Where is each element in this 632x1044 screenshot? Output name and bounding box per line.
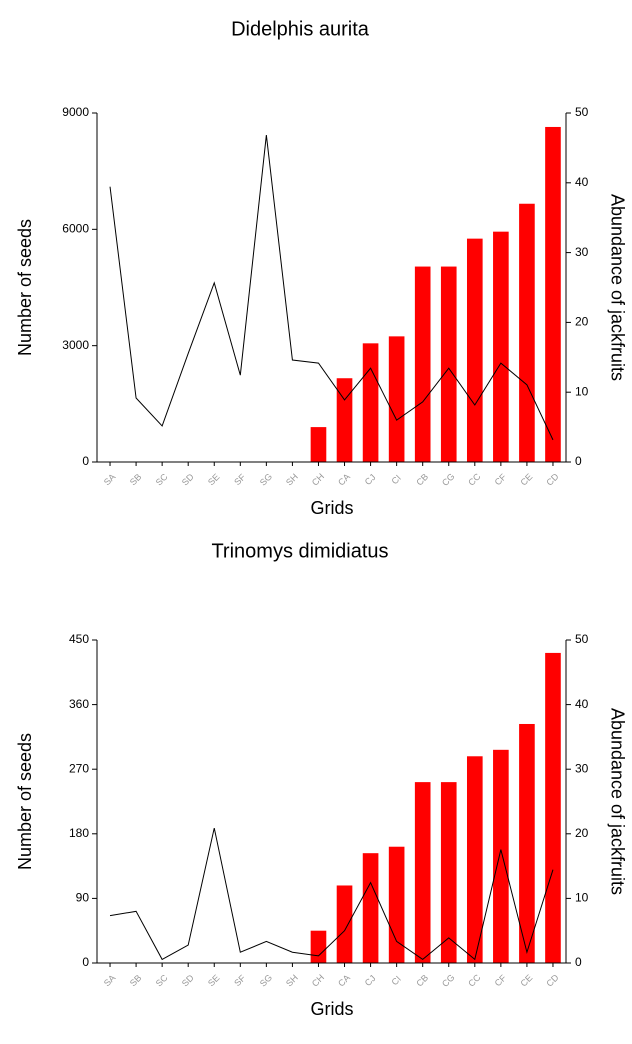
bar	[362, 853, 379, 963]
bar	[466, 238, 483, 462]
x-tick-label: SC	[154, 471, 170, 487]
x-axis-label: Grids	[310, 498, 353, 518]
x-tick-label: SB	[128, 472, 144, 488]
x-tick-label: SA	[102, 973, 118, 989]
y-tick-label: 0	[82, 454, 89, 468]
bar	[414, 266, 431, 462]
bar	[493, 231, 509, 462]
y-tick-label: 180	[69, 826, 89, 840]
y2-tick-label: 30	[575, 761, 589, 775]
bar	[466, 756, 483, 963]
x-tick-label: CJ	[363, 472, 378, 487]
axes	[96, 640, 567, 964]
bar	[440, 266, 457, 462]
y-axis-label: Number of seeds	[15, 733, 35, 870]
bar	[440, 782, 457, 963]
x-tick-label: SH	[284, 973, 300, 989]
chart-title: Didelphis aurita	[231, 18, 370, 40]
x-tick-label: SD	[180, 471, 196, 487]
y-tick-label: 360	[69, 697, 89, 711]
y2-tick-label: 40	[575, 697, 589, 711]
x-tick-label: CE	[519, 973, 535, 989]
axes	[96, 113, 567, 463]
chart-title: Trinomys dimidiatus	[211, 540, 388, 562]
y2-tick-label: 20	[575, 315, 589, 329]
line	[109, 135, 554, 441]
bar	[336, 378, 353, 462]
y2-tick-label: 40	[575, 175, 589, 189]
bar	[362, 343, 379, 462]
y-tick-label: 9000	[62, 105, 89, 119]
x-tick-label: SD	[180, 972, 196, 988]
x-tick-label: SG	[258, 471, 274, 487]
x-tick-label: SG	[258, 972, 274, 988]
bar	[519, 203, 535, 463]
x-tick-label: CF	[493, 471, 509, 487]
x-tick-label: CH	[310, 972, 326, 988]
x-tick-label: CE	[519, 472, 535, 488]
bar	[545, 126, 561, 463]
x-tick-label: CI	[389, 974, 402, 987]
x-tick-label: CJ	[363, 973, 378, 988]
y-tick-label: 90	[76, 891, 90, 905]
y2-tick-label: 50	[575, 632, 589, 646]
y-axis-label: Number of seeds	[15, 219, 35, 356]
bar	[310, 427, 327, 462]
x-tick-label: CH	[310, 471, 326, 487]
y2-axis-label: Abundance of jackfruits	[607, 708, 627, 895]
bar	[493, 749, 509, 963]
x-tick-label: CA	[336, 973, 352, 989]
x-tick-label: CG	[440, 972, 457, 989]
y2-axis-label: Abundance of jackfruits	[607, 194, 627, 381]
x-tick-label: CD	[544, 972, 561, 989]
x-tick-label: CG	[440, 471, 457, 488]
x-tick-label: CB	[414, 472, 430, 488]
y2-tick-label: 50	[575, 105, 589, 119]
x-tick-label: SF	[232, 472, 248, 488]
x-tick-label: SE	[206, 973, 222, 989]
bar	[545, 652, 561, 963]
x-tick-label: SA	[102, 472, 118, 488]
bar	[388, 846, 405, 963]
bar	[310, 930, 327, 963]
y-tick-label: 6000	[62, 222, 89, 236]
y2-tick-label: 20	[575, 826, 589, 840]
bar	[519, 723, 535, 963]
x-tick-label: CC	[466, 471, 483, 488]
x-tick-label: CF	[493, 972, 509, 988]
y2-tick-label: 10	[575, 384, 589, 398]
bar	[388, 336, 405, 462]
y2-tick-label: 30	[575, 245, 589, 259]
y-tick-label: 0	[82, 955, 89, 969]
x-tick-label: SB	[128, 973, 144, 989]
x-tick-label: SF	[232, 973, 248, 989]
y2-tick-label: 10	[575, 891, 589, 905]
x-tick-label: SC	[154, 972, 170, 988]
line	[109, 827, 554, 961]
bar	[414, 782, 431, 963]
x-axis-label: Grids	[310, 999, 353, 1019]
x-tick-label: CB	[414, 973, 430, 989]
x-tick-label: CD	[544, 471, 561, 488]
x-tick-label: CA	[336, 472, 352, 488]
x-tick-label: SH	[284, 472, 300, 488]
x-tick-label: CC	[466, 972, 483, 989]
y2-tick-label: 0	[575, 454, 582, 468]
y2-tick-label: 0	[575, 955, 582, 969]
x-tick-label: SE	[206, 472, 222, 488]
y-tick-label: 270	[69, 761, 89, 775]
y-tick-label: 3000	[62, 338, 89, 352]
y-tick-label: 450	[69, 632, 89, 646]
x-tick-label: CI	[389, 473, 402, 486]
bar	[336, 885, 353, 963]
